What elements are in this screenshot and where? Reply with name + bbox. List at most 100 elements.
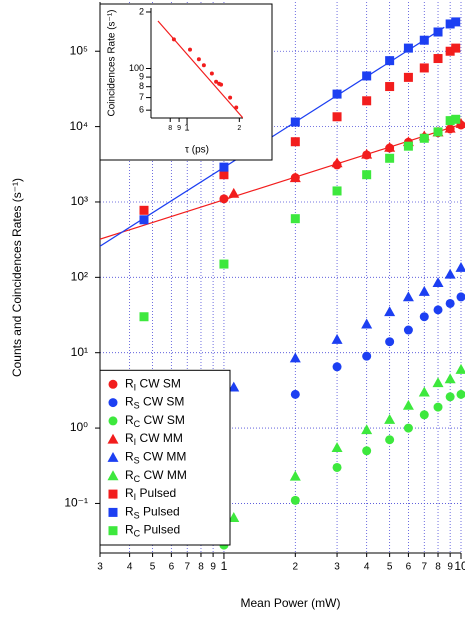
x-tick-label: 8 — [198, 562, 204, 573]
point — [433, 305, 443, 315]
x-tick-label: 5 — [150, 562, 156, 573]
point — [419, 410, 429, 420]
point — [332, 462, 342, 472]
point — [433, 27, 443, 37]
y-axis-label: Counts and Coincidences Rates (s⁻¹) — [10, 178, 24, 377]
x-tick-label: 2 — [237, 125, 241, 132]
point — [384, 306, 396, 317]
y-tick-label: 10⁴ — [69, 119, 88, 133]
point — [384, 141, 396, 152]
point — [139, 205, 149, 215]
x-tick-label: 2 — [293, 562, 299, 573]
x-tick-label: 1 — [185, 122, 190, 132]
point — [403, 325, 413, 335]
point — [196, 57, 201, 62]
legend-label: RI Pulsed — [125, 486, 176, 502]
x-tick-label: 3 — [334, 562, 340, 573]
x-tick-label: 1 — [221, 559, 228, 573]
point — [384, 413, 396, 424]
point — [219, 194, 229, 204]
legend-label: RC Pulsed — [125, 523, 180, 539]
point — [290, 117, 300, 127]
point — [403, 43, 413, 53]
legend-marker — [107, 452, 119, 462]
point — [331, 157, 343, 168]
point — [361, 148, 373, 159]
x-tick-label: 10 — [454, 559, 465, 573]
point — [228, 95, 233, 100]
legend-marker — [108, 379, 118, 389]
x-axis-label: Mean Power (mW) — [240, 596, 340, 610]
point — [228, 512, 240, 522]
point — [433, 127, 443, 137]
point — [445, 298, 455, 308]
y-tick-label: 6 — [139, 105, 144, 115]
point — [361, 424, 373, 435]
point — [403, 72, 413, 82]
x-tick-label: 6 — [406, 562, 412, 573]
legend-label: RI CW SM — [125, 376, 181, 392]
point — [209, 71, 214, 76]
point — [444, 373, 456, 384]
point — [139, 215, 149, 225]
point — [289, 470, 301, 481]
point — [432, 377, 444, 388]
point — [451, 17, 461, 27]
point — [228, 187, 240, 198]
point — [219, 170, 229, 180]
point — [403, 423, 413, 433]
point — [385, 82, 395, 92]
point — [385, 337, 395, 347]
point — [419, 35, 429, 45]
point — [432, 277, 444, 288]
y-tick-label: 7 — [139, 92, 144, 102]
y-tick-label: 2 — [139, 6, 144, 16]
point — [419, 63, 429, 73]
point — [361, 318, 373, 329]
legend-label: RS Pulsed — [125, 505, 180, 521]
point — [362, 351, 372, 361]
point — [403, 141, 413, 151]
point — [332, 89, 342, 99]
y-tick-label: 100 — [129, 63, 144, 73]
point — [456, 389, 465, 399]
point — [362, 446, 372, 456]
point — [332, 362, 342, 372]
point — [455, 117, 465, 128]
point — [362, 170, 372, 180]
y-tick-label: 10¹ — [71, 345, 88, 359]
point — [290, 214, 300, 224]
point — [445, 19, 455, 29]
x-tick-label: 8 — [435, 562, 441, 573]
point — [419, 312, 429, 322]
point — [290, 137, 300, 147]
y-tick-label: 10⁰ — [70, 420, 88, 434]
point — [444, 122, 456, 133]
point — [214, 79, 219, 84]
point — [418, 386, 430, 397]
point — [456, 292, 465, 302]
point — [433, 54, 443, 64]
point — [289, 352, 301, 363]
legend-marker — [108, 489, 118, 499]
legend-label: RC CW SM — [125, 413, 185, 429]
point — [445, 392, 455, 402]
x-tick-label: 6 — [169, 562, 175, 573]
point — [290, 389, 300, 399]
x-tick-label: 5 — [387, 562, 393, 573]
legend-marker — [108, 526, 118, 536]
point — [433, 402, 443, 412]
point — [385, 56, 395, 66]
legend: RI CW SM RS CW SM RC CW SM RI CW MM RS CW MM… — [99, 369, 231, 546]
point — [455, 262, 465, 272]
x-tick-label: 9 — [177, 125, 181, 132]
x-tick-label: 7 — [421, 562, 427, 573]
point — [362, 96, 372, 106]
x-axis-label: τ (ps) — [185, 145, 209, 156]
point — [451, 43, 461, 53]
legend-marker — [108, 507, 118, 517]
point — [201, 63, 206, 68]
point — [290, 495, 300, 505]
x-tick-label: 4 — [364, 562, 370, 573]
